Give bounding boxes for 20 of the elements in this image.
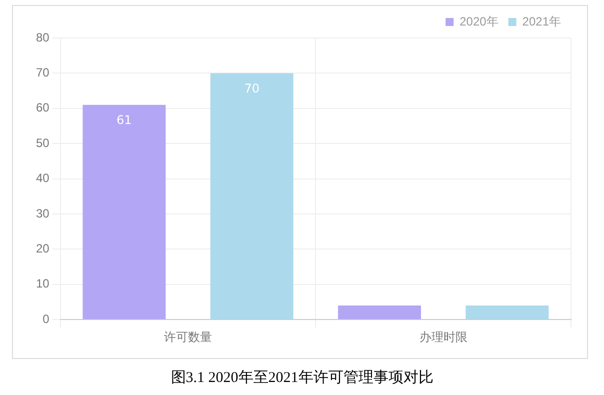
y-tick-label: 70 [36, 66, 50, 80]
legend-label: 2020年 [460, 14, 498, 28]
y-tick-label: 60 [36, 100, 50, 115]
bar [210, 73, 294, 320]
y-tick-label: 0 [42, 312, 50, 326]
bar [466, 306, 549, 320]
text: 图3.1 2020年至2021年许可管理事项对比 [170, 368, 434, 387]
y-tick-label: 20 [36, 242, 50, 256]
x-tick-label: 许可数量 [164, 330, 212, 344]
legend-label: 2021年 [522, 14, 562, 28]
y-tick-label: 40 [36, 171, 50, 186]
y-tick-label: 80 [36, 30, 50, 44]
y-tick-label: 30 [36, 206, 50, 220]
y-tick-label: 50 [36, 136, 50, 150]
bar [338, 306, 421, 320]
data-label: 70 [244, 81, 260, 96]
data-label: 61 [116, 113, 132, 128]
x-tick-label: 办理时限 [419, 330, 468, 344]
y-tick-label: 10 [36, 276, 50, 291]
bar [82, 104, 166, 320]
